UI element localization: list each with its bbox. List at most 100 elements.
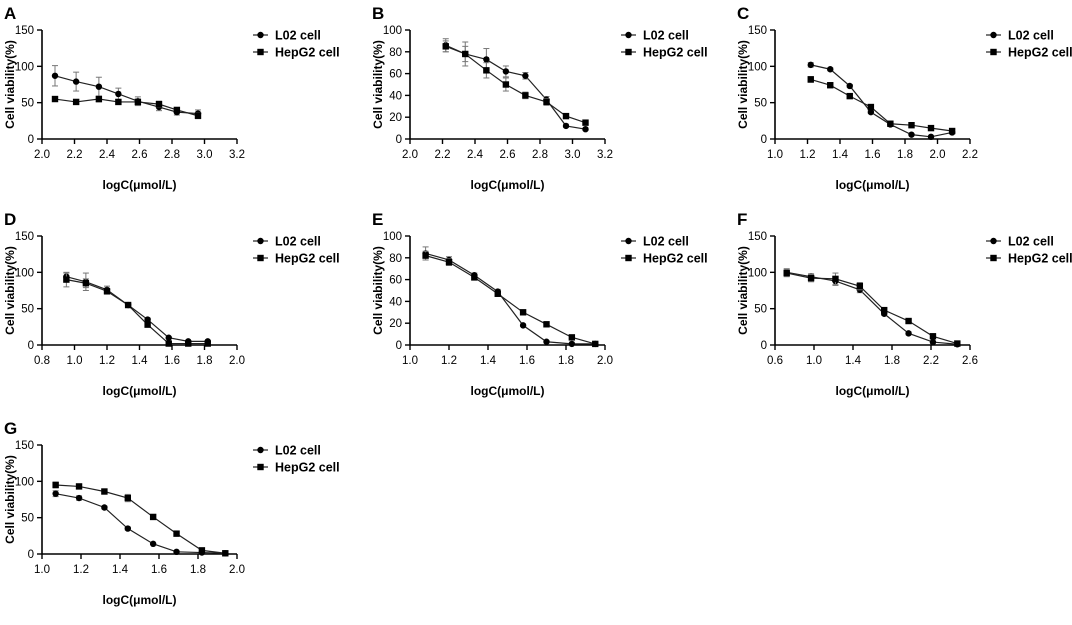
data-point: [144, 316, 151, 323]
data-point: [198, 547, 206, 554]
y-tick-label: 0: [761, 340, 767, 352]
panel-b: B 0 20 40 60 80 100 2.0 2.2 2.4 2.6 2.8 3.0 3.2 logC(μ…: [368, 2, 723, 210]
legend-label-0: L02 cell: [275, 29, 321, 43]
y-tick-label: 60: [389, 275, 402, 287]
data-point: [115, 98, 122, 106]
x-tick-label: 1.8: [558, 355, 574, 367]
legend-label-1: HepG2 cell: [1008, 252, 1072, 266]
x-tick-label: 3.2: [597, 149, 613, 161]
y-tick-label: 150: [15, 231, 34, 243]
x-tick-label: 1.8: [884, 355, 900, 367]
x-tick-label: 1.6: [151, 564, 167, 576]
series-line-0: [445, 44, 586, 130]
chart-b: B 0 20 40 60 80 100 2.0 2.2 2.4 2.6 2.8 3.0 3.2 logC(μ…: [371, 4, 708, 192]
data-point: [832, 275, 839, 283]
y-tick-label: 150: [748, 231, 767, 243]
panel-a: A 0 50 100 150 2.0 2.2 2.4 2.6 2.8 3.0 3.2 logC(μmol…: [0, 2, 355, 210]
x-tick-label: 2.0: [34, 149, 50, 161]
y-tick-label: 60: [389, 69, 402, 81]
y-tick-label: 20: [389, 112, 402, 124]
data-point: [149, 513, 157, 521]
y-tick-label: 0: [396, 134, 402, 146]
x-tick-label: 0.6: [767, 355, 783, 367]
y-tick-label: 100: [15, 476, 34, 488]
legend-marker-square: [990, 254, 997, 262]
data-point: [562, 122, 570, 130]
data-point: [471, 274, 478, 281]
data-point: [95, 95, 103, 103]
x-tick-label: 1.6: [164, 355, 180, 367]
x-tick-label: 1.0: [767, 149, 783, 161]
y-tick-label: 150: [15, 25, 34, 37]
series-line-1: [786, 272, 958, 345]
data-point: [82, 280, 90, 287]
legend-marker-square: [625, 48, 632, 56]
y-tick-label: 0: [28, 134, 34, 146]
y-tick-label: 80: [389, 253, 402, 265]
legend-marker-square: [257, 254, 264, 262]
data-point: [462, 50, 469, 58]
y-tick-label: 150: [15, 440, 34, 452]
data-point: [846, 92, 853, 100]
series-line-0: [66, 276, 208, 342]
y-axis-title: Cell viability(%): [736, 40, 750, 129]
x-tick-label: 1.6: [519, 355, 535, 367]
data-point: [856, 282, 864, 290]
data-point: [155, 100, 163, 108]
y-axis-title: Cell viability(%): [371, 40, 385, 129]
legend-label-1: HepG2 cell: [1008, 46, 1072, 60]
x-axis-title: logC(μmol/L): [103, 593, 177, 607]
data-point: [63, 276, 70, 283]
legend-marker-square: [990, 48, 997, 56]
y-axis-title: Cell viability(%): [371, 246, 385, 335]
legend-label-0: L02 cell: [1008, 235, 1054, 249]
x-tick-label: 1.4: [832, 149, 849, 161]
data-point: [908, 121, 915, 129]
data-point: [568, 334, 576, 341]
y-axis-title: Cell viability(%): [3, 246, 17, 335]
data-point: [72, 98, 80, 106]
data-point: [502, 68, 510, 75]
x-tick-label: 2.4: [99, 149, 116, 161]
data-point: [592, 340, 599, 348]
data-point: [905, 317, 912, 325]
y-tick-label: 100: [748, 267, 767, 279]
data-point: [543, 338, 550, 345]
series-line-1: [425, 255, 596, 345]
data-point: [173, 530, 180, 537]
data-point: [149, 540, 157, 548]
data-point: [582, 119, 589, 126]
x-tick-label: 2.0: [229, 355, 245, 367]
data-point: [887, 120, 894, 127]
data-point: [483, 56, 490, 63]
data-point: [543, 321, 550, 328]
y-tick-label: 40: [389, 90, 402, 102]
data-point: [905, 330, 912, 337]
x-tick-label: 2.2: [923, 355, 939, 367]
legend-marker-circle: [625, 31, 632, 39]
data-point: [442, 43, 449, 50]
data-point: [173, 548, 180, 556]
legend-label-0: L02 cell: [1008, 29, 1054, 43]
data-point: [881, 306, 888, 314]
chart-g: G 0 50 100 150 1.0 1.2 1.4 1.6 1.8 2.0 logC(μmol/L)…: [3, 419, 340, 607]
panel-f: F 0 50 100 150 0.6 1.0 1.4 1.8 2.2 2.6 logC(μmol/L)…: [733, 208, 1072, 416]
x-tick-label: 1.2: [441, 355, 457, 367]
y-tick-label: 100: [15, 61, 34, 73]
data-point: [494, 290, 501, 297]
y-tick-label: 100: [748, 61, 767, 73]
data-point: [165, 340, 172, 347]
y-axis-title: Cell viability(%): [3, 40, 17, 129]
y-axis-title: Cell viability(%): [3, 455, 17, 544]
x-tick-label: 1.0: [34, 564, 50, 576]
data-point: [562, 112, 570, 120]
x-tick-label: 1.4: [845, 355, 862, 367]
panel-label: F: [737, 210, 747, 229]
x-tick-label: 2.6: [962, 355, 978, 367]
series-line-0: [55, 493, 226, 554]
data-point: [222, 550, 229, 557]
x-tick-label: 2.6: [500, 149, 516, 161]
chart-e: E 0 20 40 60 80 100 1.0 1.2 1.4 1.6 1.8 2.0 logC(μmol…: [371, 210, 708, 398]
y-tick-label: 50: [754, 98, 767, 110]
legend-label-1: HepG2 cell: [275, 252, 340, 266]
